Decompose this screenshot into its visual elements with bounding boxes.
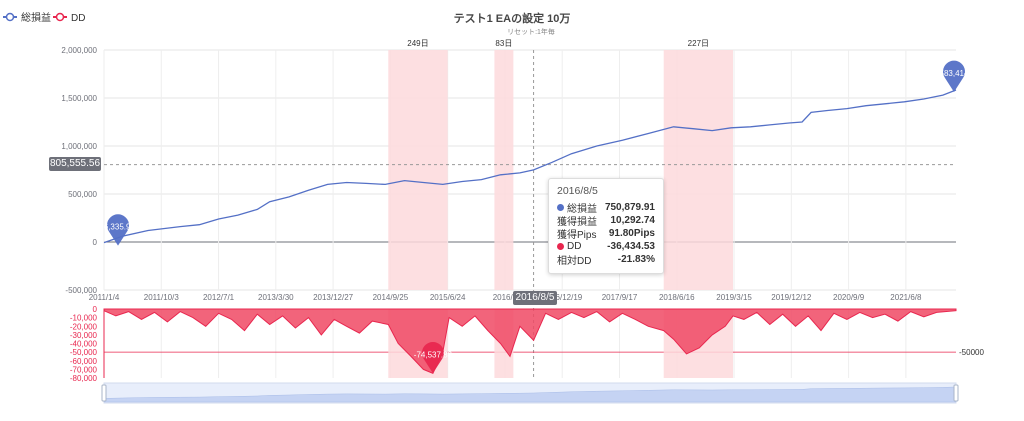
legend-label-total-pnl: 総損益 — [21, 11, 51, 24]
drawdown-period-area — [388, 50, 448, 290]
y-tick-label: 0 — [93, 238, 98, 247]
tooltip-row-relative-dd: 相対DD -21.83% — [557, 253, 655, 267]
x-tick-label: 2018/6/16 — [659, 293, 695, 302]
end-pin-label: 1,583,414.4 — [933, 69, 976, 78]
y-tick-label: -500,000 — [65, 286, 97, 295]
tooltip-label: 相対DD — [557, 256, 592, 267]
dd-y-tick-label: -80,000 — [70, 374, 98, 383]
end-pin-marker — [943, 60, 966, 92]
drawdown-period-area — [494, 50, 514, 290]
tooltip-row-total-pnl: 総損益 750,879.91 — [557, 201, 655, 215]
threshold-label: -50000 — [959, 348, 984, 357]
drawdown-period-label: 83日 — [495, 39, 512, 48]
x-tick-label: 2013/3/30 — [258, 293, 294, 302]
start-pin-label: -6,335.95 — [101, 223, 135, 232]
drawdown-period-label: 249日 — [407, 39, 428, 48]
total-pnl-line — [103, 89, 957, 244]
x-axis-pointer-label: 2016/8/5 — [513, 291, 557, 305]
tooltip-row-earned-pips: 獲得Pips 91.80Pips — [557, 227, 655, 241]
tooltip: 2016/8/5 総損益 750,879.91 獲得損益 10,292.74 獲… — [548, 178, 664, 274]
tooltip-label: 獲得Pips — [557, 230, 597, 241]
x-tick-label: 2016/3 — [493, 293, 518, 302]
x-tick-label: 2012/7/1 — [203, 293, 235, 302]
y-tick-label: 2,000,000 — [61, 46, 97, 55]
x-tick-label: 2020/9/9 — [833, 293, 865, 302]
value-pins: -6,335.95 1,583,414.4 -74,537.88 — [101, 60, 976, 374]
legend-item-dd[interactable]: DD — [53, 12, 85, 24]
drawdown-periods: 249日 83日 227日 — [388, 39, 733, 290]
dd-min-pin-label: -74,537.88 — [414, 350, 453, 359]
drawdown-period-area — [663, 50, 733, 290]
y-tick-label: 1,500,000 — [61, 94, 97, 103]
dd-y-tick-label: -30,000 — [70, 331, 98, 340]
chart-subtitle: リセット:1年毎 — [507, 27, 555, 36]
slider-preview-area — [103, 386, 957, 403]
dd-y-tick-label: 0 — [93, 305, 98, 314]
series-marker-icon — [557, 204, 564, 211]
tooltip-label: 総損益 — [567, 204, 597, 215]
main-axes: 2,000,000 1,500,000 1,000,000 500,000 0 -500,… — [61, 46, 956, 378]
x-tick-label: 2011/10/3 — [144, 293, 180, 302]
tooltip-date: 2016/8/5 — [557, 185, 598, 197]
legend-item-total-pnl[interactable]: 総損益 — [3, 11, 51, 24]
dd-area — [103, 308, 957, 374]
tooltip-value: -36,434.53 — [607, 241, 655, 252]
tooltip-value: 750,879.91 — [604, 202, 655, 213]
dd-y-tick-label: -50,000 — [70, 348, 98, 357]
x-tick-label: 2011/1/4 — [89, 293, 120, 302]
tooltip-label: DD — [567, 241, 582, 252]
slider-handle-right[interactable] — [953, 384, 959, 402]
x-tick-label: 2016/12/19 — [542, 293, 583, 302]
drawdown-period-label: 227日 — [688, 39, 709, 48]
tooltip-row-earned-pnl: 獲得損益 10,292.74 — [557, 214, 656, 228]
dd-y-tick-label: -60,000 — [70, 357, 98, 366]
y-axis-pointer-label: 805,555.56 — [49, 157, 101, 171]
y-tick-label: 500,000 — [68, 190, 97, 199]
x-tick-label: 2019/12/12 — [771, 293, 812, 302]
x-tick-label: 2021/6/8 — [890, 293, 922, 302]
x-tick-label: 2017/9/17 — [602, 293, 638, 302]
dd-y-tick-label: -40,000 — [70, 340, 98, 349]
main-grid — [103, 49, 956, 291]
x-tick-label: 2014/9/25 — [373, 293, 409, 302]
series-marker-icon — [557, 243, 564, 250]
tooltip-label: 獲得損益 — [557, 217, 597, 228]
tooltip-value: -21.83% — [617, 254, 655, 265]
x-tick-label: 2019/3/15 — [716, 293, 752, 302]
chart-title: テスト1 EAの設定 10万 — [454, 11, 571, 25]
start-pin-marker — [107, 214, 129, 246]
tooltip-row-dd: DD -36,434.53 — [557, 240, 655, 253]
legend[interactable]: 総損益 DD — [3, 11, 85, 24]
legend-label-dd: DD — [71, 13, 85, 24]
dd-series — [103, 308, 957, 374]
total-pnl-series — [103, 89, 957, 244]
dd-y-tick-label: -10,000 — [70, 314, 98, 323]
x-tick-label: 2015/6/24 — [430, 293, 466, 302]
data-zoom-slider[interactable] — [101, 382, 959, 404]
tooltip-value: 10,292.74 — [610, 215, 656, 226]
dd-y-tick-label: -20,000 — [70, 322, 98, 331]
dd-min-pin-marker — [421, 341, 444, 374]
slider-handle-left[interactable] — [101, 384, 107, 402]
x-tick-label: 2013/12/27 — [313, 293, 354, 302]
y-tick-label: 1,000,000 — [61, 142, 97, 151]
dd-y-tick-label: -70,000 — [70, 365, 98, 374]
tooltip-value: 91.80Pips — [608, 228, 655, 239]
